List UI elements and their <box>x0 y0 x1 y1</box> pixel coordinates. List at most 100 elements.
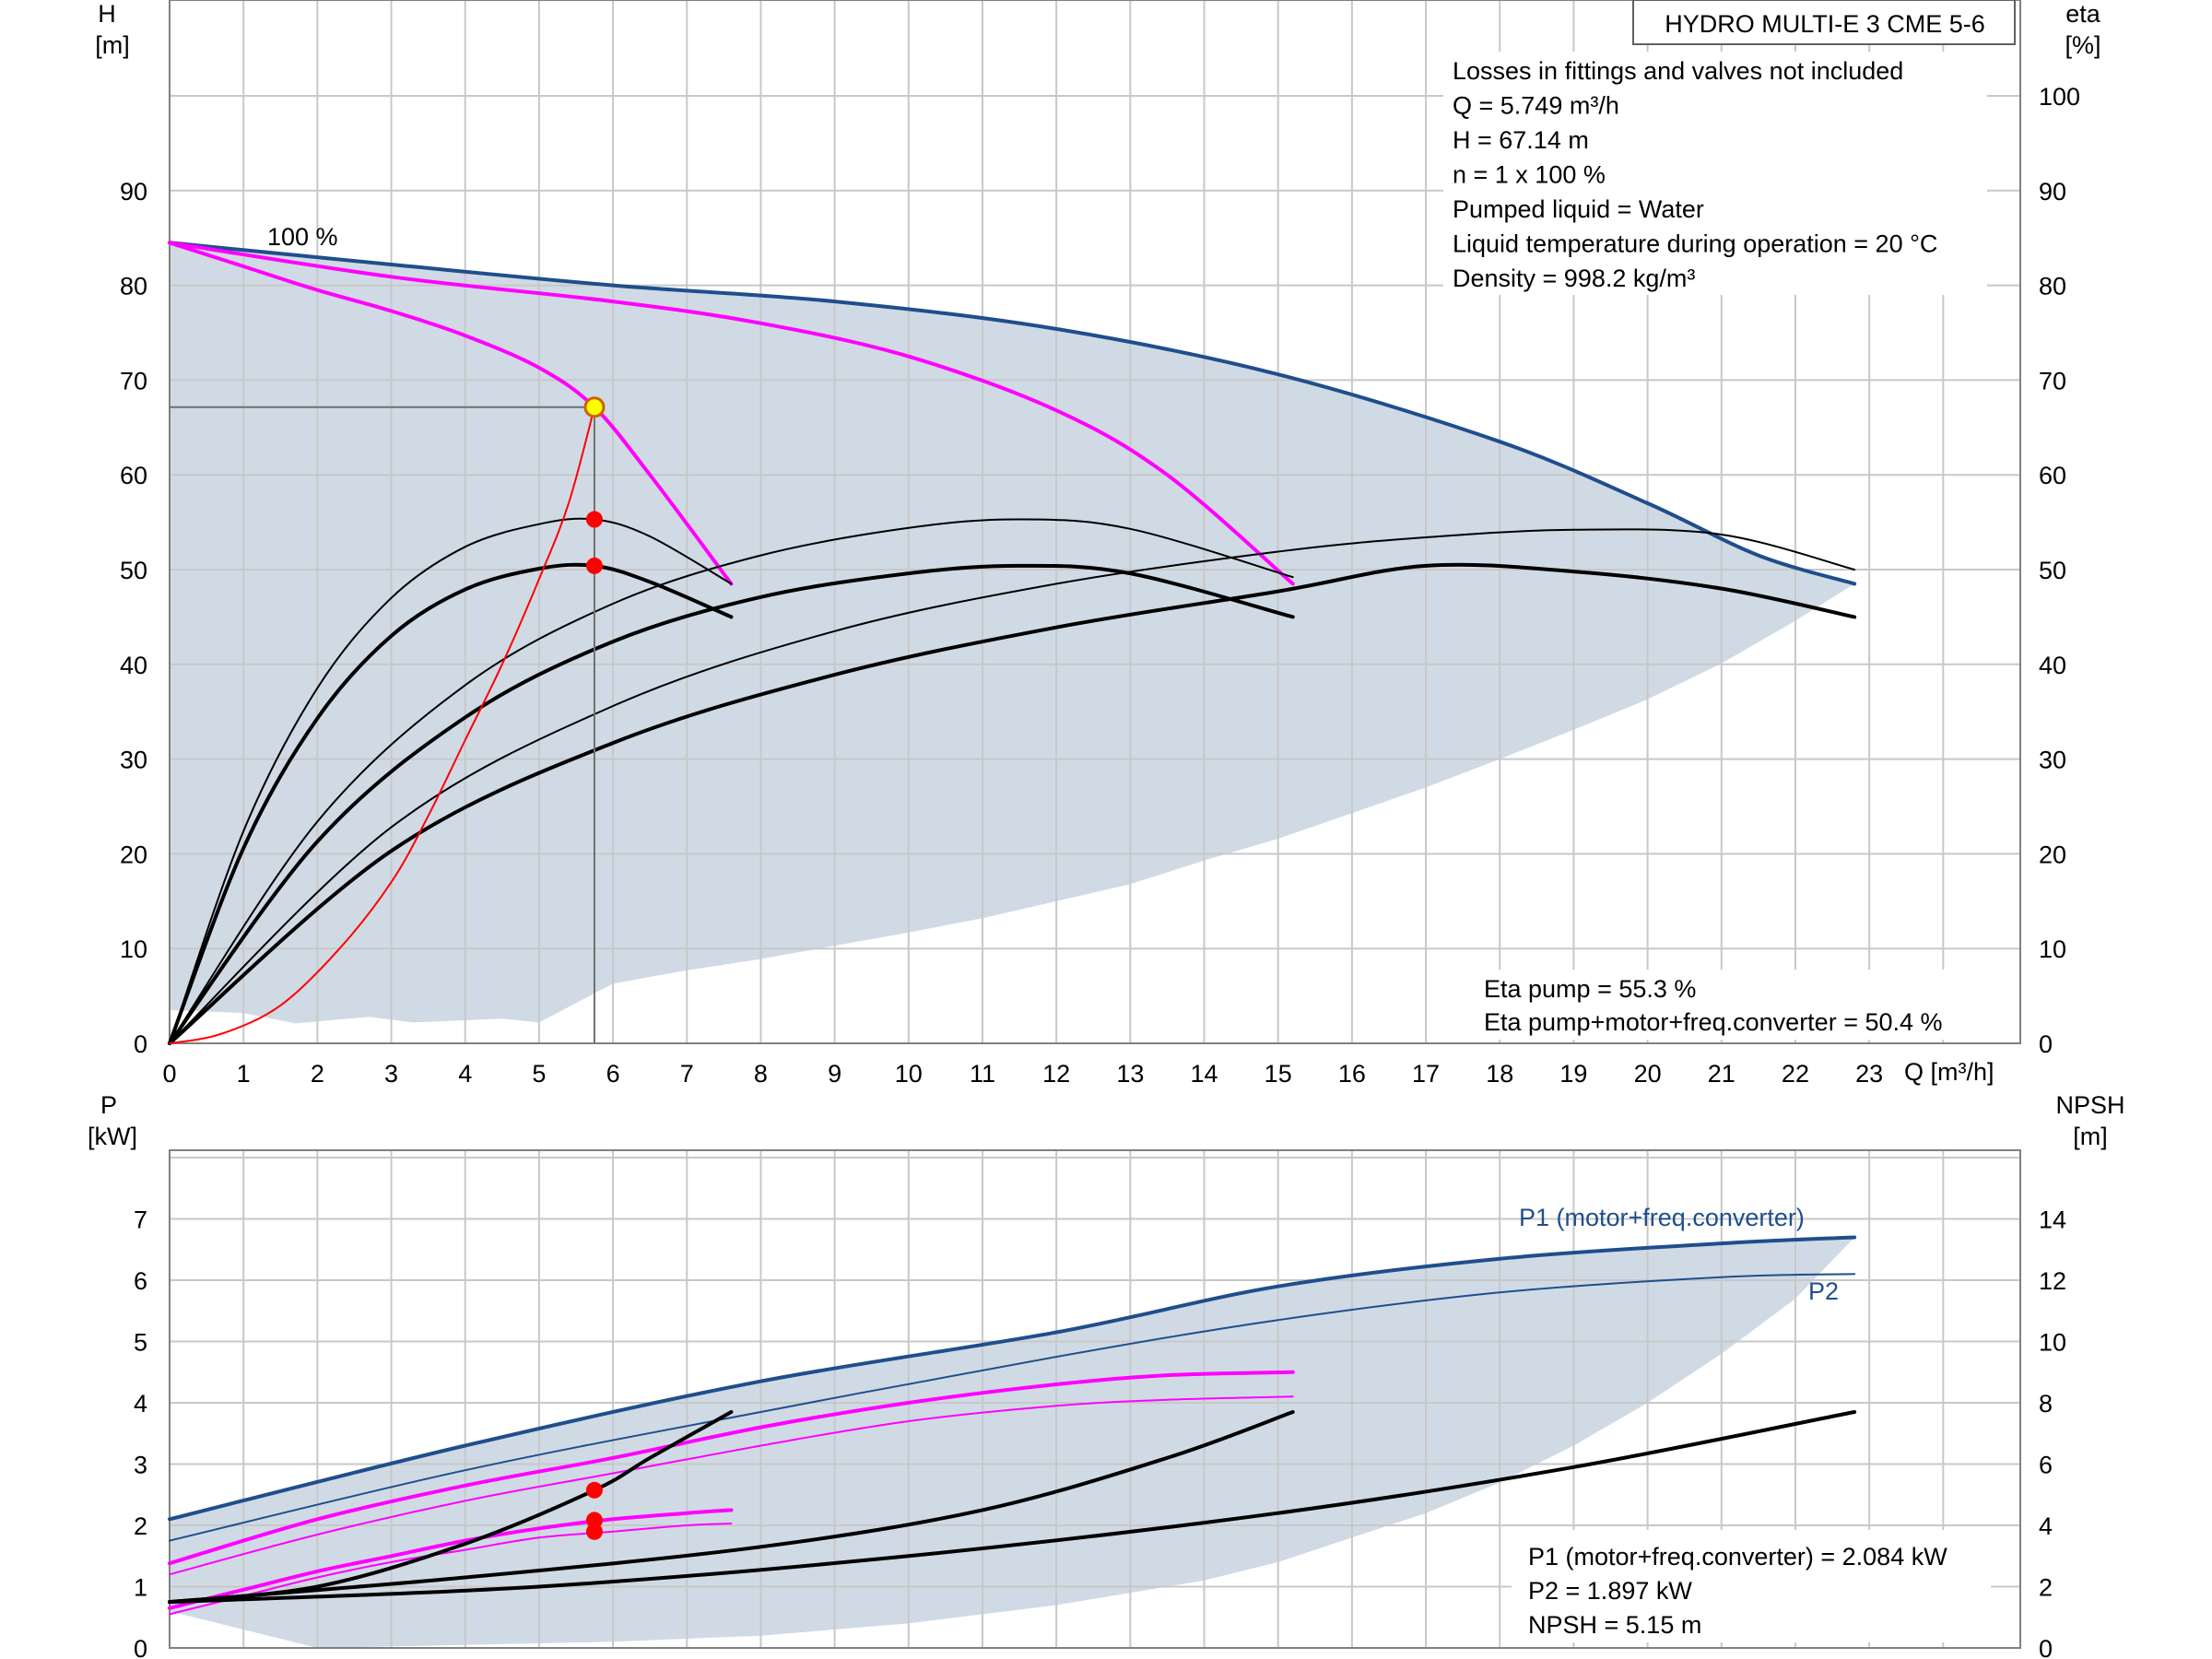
head-duty-curve <box>168 241 734 586</box>
info-line: Losses in fittings and valves not includ… <box>1453 57 1903 85</box>
y-axis-unit: [kW] <box>88 1123 137 1150</box>
operating-range-area <box>170 242 1855 1024</box>
y-tick-label: 20 <box>120 841 147 868</box>
eta-total-curve <box>168 562 734 1045</box>
x-tick-label: 3 <box>384 1060 398 1088</box>
efficiency-marker <box>585 557 603 574</box>
result-background <box>1512 1530 1991 1642</box>
info-line: Q = 5.749 m³/h <box>1453 92 1619 120</box>
y2-tick-label: 14 <box>2039 1206 2066 1234</box>
p1-max-curve <box>168 1235 1857 1522</box>
result-line: Eta pump = 55.3 % <box>1484 975 1696 1003</box>
y-tick-label: 50 <box>120 557 147 584</box>
info-line: H = 67.14 m <box>1453 126 1589 154</box>
y-tick-label: 80 <box>120 273 147 300</box>
y2-tick-label: 4 <box>2039 1512 2053 1540</box>
x-axis-label: Q [m³/h] <box>1904 1058 1994 1086</box>
y2-tick-label: 8 <box>2039 1390 2053 1418</box>
info-text: Losses in fittings and valves not includ… <box>1453 57 1937 292</box>
y2-tick-label: 6 <box>2039 1452 2053 1479</box>
max-head-curve <box>168 241 1857 586</box>
x-tick-label: 10 <box>895 1060 923 1088</box>
y2-tick-label: 80 <box>2039 273 2066 300</box>
system-curve-curve <box>169 406 595 1044</box>
y-tick-labels: 0 10 20 30 40 50 60 70 80 90 <box>120 178 147 1058</box>
result-line: Eta pump+motor+freq.converter = 50.4 % <box>1484 1008 1943 1036</box>
y2-tick-label: 20 <box>2039 841 2066 868</box>
y2-tick-label: 0 <box>2039 1030 2053 1058</box>
npsh-curve <box>168 1410 1857 1605</box>
x-tick-labels: 0 1 2 3 4 5 6 7 8 9 10 11 12 13 14 15 16 17 18 19 20 21 22 23 <box>162 1060 1883 1088</box>
plot-frame <box>169 1149 2021 1649</box>
eta-pump-curve <box>169 518 1294 1044</box>
info-line: Density = 998.2 kg/m³ <box>1453 265 1695 292</box>
y-tick-label: 7 <box>134 1206 147 1234</box>
x-tick-label: 5 <box>532 1060 546 1088</box>
p2-curve-label: P2 <box>1808 1277 1839 1305</box>
chart-title: HYDRO MULTI-E 3 CME 5-6 <box>1665 10 1985 38</box>
result-background <box>1478 970 2006 1040</box>
x-tick-label: 13 <box>1116 1060 1144 1088</box>
y2-tick-label: 100 <box>2039 83 2080 111</box>
y2-tick-label: 70 <box>2039 367 2066 394</box>
x-tick-label: 9 <box>828 1060 841 1088</box>
info-background <box>1443 52 1987 295</box>
y-tick-label: 2 <box>134 1512 147 1540</box>
y2-tick-label: 10 <box>2039 1329 2066 1357</box>
eta-total-curve <box>168 562 1857 1045</box>
y-tick-label: 5 <box>134 1329 147 1357</box>
y2-axis-unit: [%] <box>2065 31 2100 59</box>
curve-group <box>168 241 1857 1045</box>
p2-duty-curve <box>169 1395 1294 1576</box>
p2-duty-curve <box>169 1523 733 1616</box>
result-line: P1 (motor+freq.converter) = 2.084 kW <box>1528 1543 1947 1571</box>
p2-max-curve <box>169 1273 1856 1542</box>
p1-duty-curve <box>168 1508 734 1610</box>
y-tick-label: 0 <box>134 1635 147 1659</box>
x-tick-label: 21 <box>1708 1060 1735 1088</box>
x-tick-label: 1 <box>237 1060 251 1088</box>
p1-curve-label: P1 (motor+freq.converter) <box>1519 1204 1805 1231</box>
x-tick-label: 7 <box>680 1060 694 1088</box>
x-tick-label: 11 <box>970 1060 995 1088</box>
result-line: NPSH = 5.15 m <box>1528 1611 1701 1639</box>
eta-total-curve <box>168 563 1295 1045</box>
efficiency-marker <box>585 511 603 528</box>
x-tick-label: 14 <box>1190 1060 1218 1088</box>
x-tick-label: 17 <box>1412 1060 1440 1088</box>
grid <box>170 0 2020 1043</box>
y2-tick-labels: 0 10 20 30 40 50 60 70 80 90 100 <box>2039 83 2080 1058</box>
y-tick-label: 40 <box>120 652 147 679</box>
y-tick-label: 10 <box>120 935 147 963</box>
y-tick-label: 70 <box>120 367 147 394</box>
y-tick-label: 60 <box>120 462 147 489</box>
x-tick-label: 4 <box>458 1060 472 1088</box>
y-tick-label: 3 <box>134 1452 147 1479</box>
y-tick-label: 90 <box>120 178 147 206</box>
y-tick-label: 30 <box>120 747 147 774</box>
y-axis-label: H <box>98 0 116 28</box>
x-tick-label: 18 <box>1486 1060 1513 1088</box>
y-axis-unit: [m] <box>95 31 130 59</box>
y-tick-labels: 0 1 2 3 4 5 6 7 <box>134 1206 147 1659</box>
y2-tick-label: 50 <box>2039 557 2066 584</box>
plot-frame <box>169 0 2021 1044</box>
value-marker <box>585 1523 603 1540</box>
head-efficiency-chart: 0 1 2 3 4 5 6 7 8 9 10 11 12 13 14 15 16 17 18 19 20 21 22 23 0… <box>95 0 2101 1088</box>
x-tick-label: 2 <box>311 1060 324 1088</box>
npsh-curve <box>168 1410 1295 1605</box>
y2-axis-unit: [m] <box>2073 1123 2108 1150</box>
value-marker <box>585 1481 603 1499</box>
y2-tick-label: 12 <box>2039 1267 2066 1295</box>
info-line: Liquid temperature during operation = 20… <box>1453 230 1937 258</box>
x-tick-label: 23 <box>1855 1060 1883 1088</box>
y2-tick-label: 2 <box>2039 1574 2053 1602</box>
x-tick-label: 15 <box>1265 1060 1292 1088</box>
y-axis-label: P <box>100 1091 117 1119</box>
y2-tick-label: 30 <box>2039 747 2066 774</box>
grid <box>170 1150 2020 1648</box>
title-box <box>1632 0 2016 45</box>
y-tick-label: 4 <box>134 1390 147 1418</box>
x-tick-label: 19 <box>1559 1060 1587 1088</box>
